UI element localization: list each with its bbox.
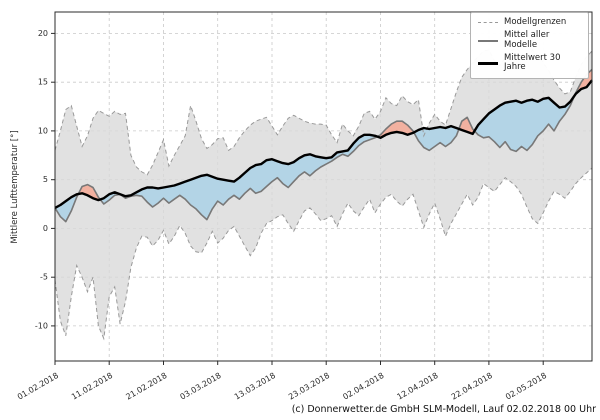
legend-label: Mittelwert 30 Jahre [504, 53, 561, 73]
credit-text: (c) Donnerwetter.de GmbH SLM-Modell, Lau… [292, 404, 596, 415]
climate-mean-line [54, 79, 593, 209]
y-tick-label: 15 [38, 78, 48, 87]
cold-anomaly-fill [474, 95, 575, 152]
warm-anomaly-fill [78, 184, 101, 201]
legend-label: Mittel aller Modelle [504, 30, 550, 50]
legend-item-model-range: Modellgrenzen [478, 17, 582, 27]
y-tick-label: 20 [38, 29, 48, 38]
dashed-line-icon [478, 22, 498, 24]
legend-item-climate-mean: Mittelwert 30 Jahre [478, 53, 582, 73]
model-mean-line [54, 68, 593, 223]
y-tick-label: 5 [43, 175, 48, 184]
cold-anomaly-fill [55, 194, 79, 222]
y-tick-labels: -10 -5 0 5 10 15 20 [35, 29, 48, 330]
y-tick-label: -10 [35, 321, 48, 330]
axis-ticks [51, 32, 544, 365]
y-tick-label: 10 [38, 126, 48, 135]
solid-line-icon [478, 39, 498, 42]
y-tick-label: 0 [43, 224, 48, 233]
thick-line-icon [478, 61, 498, 65]
plot-frame [54, 11, 593, 362]
y-axis-label: Mittlere Lufttemperatur [°] [10, 130, 20, 243]
legend-item-model-mean: Mittel aller Modelle [478, 31, 582, 50]
legend: Modellgrenzen Mittel aller Modelle Mitte… [470, 12, 589, 79]
legend-label: Modellgrenzen [504, 17, 567, 27]
cold-anomaly-fill [100, 134, 378, 220]
model-range-band [55, 48, 592, 339]
y-tick-label: -5 [40, 273, 48, 282]
